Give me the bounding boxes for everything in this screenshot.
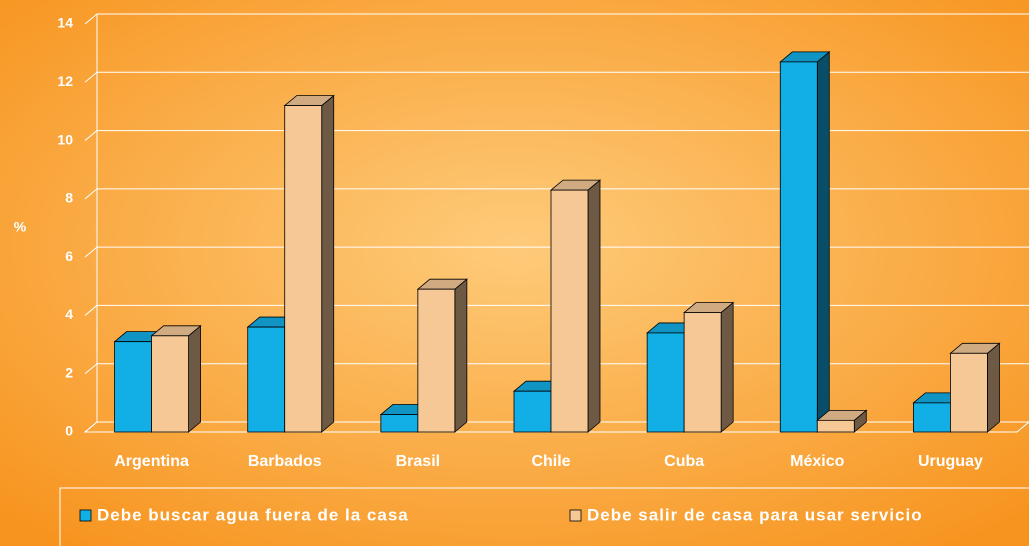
bar-front: [683, 312, 722, 433]
grid-line-side: [84, 246, 98, 258]
y-tick-label: 2: [65, 364, 73, 380]
grid-line-side: [84, 13, 98, 25]
bar-front: [779, 61, 818, 433]
grid-line-side: [84, 305, 98, 316]
grid-line-side: [84, 363, 98, 375]
y-tick-label: 4: [65, 306, 73, 322]
bar-side: [321, 94, 335, 433]
bar-side: [987, 342, 1000, 433]
y-tick-label: 8: [65, 190, 73, 206]
bar-side: [587, 179, 601, 433]
bar-front: [950, 352, 988, 433]
bar-front: [284, 105, 323, 433]
bar: [779, 51, 831, 433]
legend-label: Debe buscar agua fuera de la casa: [97, 505, 409, 524]
grid-line-side: [84, 71, 98, 83]
bar: [549, 179, 602, 433]
legend-swatch: [79, 509, 92, 522]
x-tick-label: Barbados: [248, 453, 322, 470]
bar-side: [816, 51, 830, 433]
bar: [816, 409, 868, 433]
bar-front: [913, 402, 951, 433]
x-tick-label: Uruguay: [918, 453, 983, 470]
bar-front: [247, 326, 286, 433]
bar-front: [380, 414, 419, 433]
bar: [949, 342, 1001, 433]
bar-side: [720, 301, 734, 433]
bar-front: [417, 288, 456, 433]
bar-front: [114, 341, 152, 433]
grid-line-side: [84, 130, 98, 141]
grid-line-side: [84, 188, 98, 200]
y-tick-label: 14: [57, 15, 73, 31]
bar: [283, 94, 335, 433]
x-tick-label: México: [790, 453, 844, 470]
bar-front: [550, 189, 589, 433]
x-tick-label: Chile: [531, 453, 570, 470]
bar-front: [513, 390, 552, 433]
x-tick-label: Cuba: [664, 453, 704, 470]
bar: [683, 301, 735, 433]
legend-swatch: [569, 509, 582, 522]
y-tick-label: 6: [65, 248, 73, 264]
x-tick-label: Brasil: [396, 453, 440, 470]
y-tick-label: 0: [65, 423, 73, 439]
x-tick-label: Argentina: [114, 453, 189, 470]
bar-front: [151, 335, 189, 433]
bar: [150, 324, 202, 433]
y-axis-label: %: [14, 219, 27, 235]
bar-front: [646, 332, 685, 433]
bar-front: [816, 419, 855, 433]
legend-label: Debe salir de casa para usar servicio: [587, 505, 923, 524]
bar-side: [188, 324, 201, 433]
y-tick-label: 12: [57, 73, 73, 89]
y-tick-label: 10: [57, 131, 73, 147]
bar-side: [454, 278, 468, 433]
grid-line-side: [84, 421, 98, 433]
legend-box: [59, 487, 1029, 546]
bar: [416, 278, 468, 433]
